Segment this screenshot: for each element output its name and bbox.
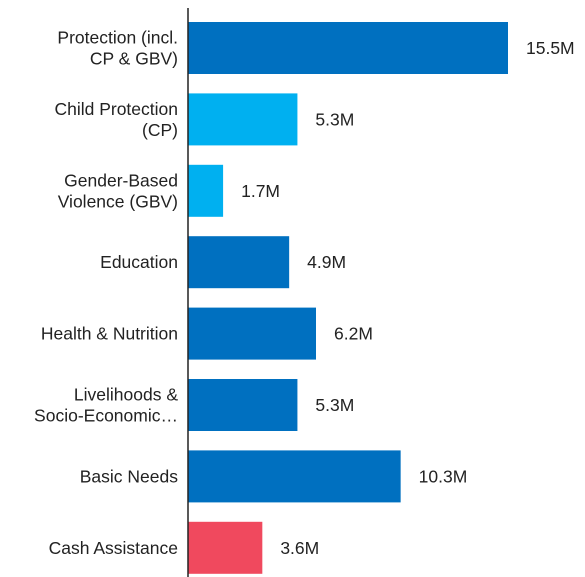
category-label-4: Health & Nutrition bbox=[41, 324, 178, 344]
value-label-1: 5.3M bbox=[315, 109, 354, 129]
category-label-7: Cash Assistance bbox=[49, 538, 178, 558]
value-label-3: 4.9M bbox=[307, 252, 346, 272]
category-label-6: Basic Needs bbox=[80, 466, 178, 486]
value-labels: 15.5M 5.3M 1.7M 4.9M 6.2M 5.3M 10.3M 3.6M bbox=[241, 38, 575, 558]
category-label-0: Protection (incl. CP & GBV) bbox=[57, 28, 178, 69]
bar-1 bbox=[188, 93, 298, 146]
bar-4 bbox=[188, 307, 316, 360]
bar-6 bbox=[188, 450, 401, 503]
category-labels: Protection (incl. CP & GBV) Child Protecti… bbox=[34, 28, 178, 558]
bars bbox=[188, 22, 508, 574]
value-label-6: 10.3M bbox=[419, 466, 468, 486]
bar-7 bbox=[188, 521, 263, 574]
category-label-2: Gender-Based Violence (GBV) bbox=[58, 170, 178, 211]
value-label-4: 6.2M bbox=[334, 324, 373, 344]
bar-0 bbox=[188, 22, 508, 74]
value-label-5: 5.3M bbox=[315, 395, 354, 415]
value-label-0: 15.5M bbox=[526, 38, 575, 58]
bar-2 bbox=[188, 164, 224, 217]
category-label-5: Livelihoods & Socio-Economic… bbox=[34, 385, 178, 426]
bar-5 bbox=[188, 379, 298, 431]
value-label-7: 3.6M bbox=[280, 538, 319, 558]
value-label-2: 1.7M bbox=[241, 181, 280, 201]
category-label-3: Education bbox=[100, 252, 178, 272]
bar-3 bbox=[188, 236, 290, 289]
category-label-1: Child Protection (CP) bbox=[54, 99, 178, 140]
